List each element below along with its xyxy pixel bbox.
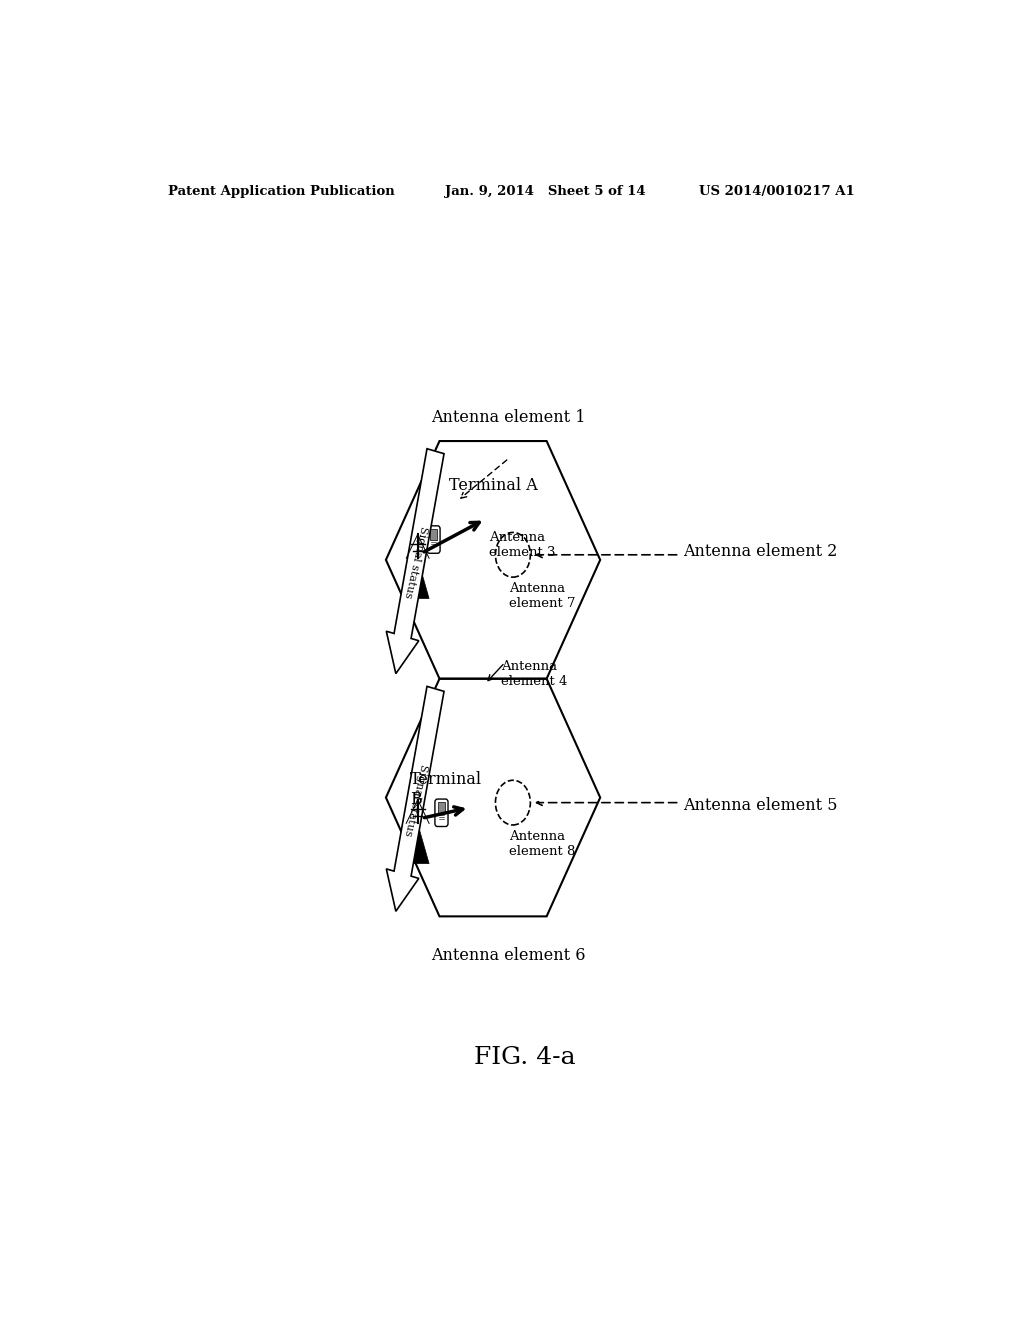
Text: Antenna element 6: Antenna element 6 xyxy=(431,946,586,964)
Text: FIG. 4-a: FIG. 4-a xyxy=(474,1047,575,1069)
Text: Antenna element 2: Antenna element 2 xyxy=(684,544,838,560)
FancyBboxPatch shape xyxy=(435,799,449,826)
Text: Signal status: Signal status xyxy=(402,525,429,599)
Text: Signal status: Signal status xyxy=(402,763,429,837)
Bar xyxy=(438,803,444,813)
Text: US 2014/0010217 A1: US 2014/0010217 A1 xyxy=(699,185,855,198)
Polygon shape xyxy=(407,558,429,598)
Text: Patent Application Publication: Patent Application Publication xyxy=(168,185,394,198)
Polygon shape xyxy=(386,686,444,911)
Text: Antenna element 5: Antenna element 5 xyxy=(684,797,838,814)
Text: Antenna
element 7: Antenna element 7 xyxy=(509,582,575,610)
Text: Antenna element 1: Antenna element 1 xyxy=(431,409,586,426)
Text: Antenna
element 3: Antenna element 3 xyxy=(489,532,556,560)
Text: Jan. 9, 2014   Sheet 5 of 14: Jan. 9, 2014 Sheet 5 of 14 xyxy=(445,185,646,198)
Bar xyxy=(430,529,436,540)
Polygon shape xyxy=(407,824,429,863)
Text: Terminal
B: Terminal B xyxy=(410,771,482,808)
Text: Antenna
element 8: Antenna element 8 xyxy=(509,830,575,858)
Polygon shape xyxy=(386,449,444,673)
Text: Antenna
element 4: Antenna element 4 xyxy=(501,660,567,689)
Text: Terminal A: Terminal A xyxy=(450,477,539,494)
FancyBboxPatch shape xyxy=(427,525,440,553)
